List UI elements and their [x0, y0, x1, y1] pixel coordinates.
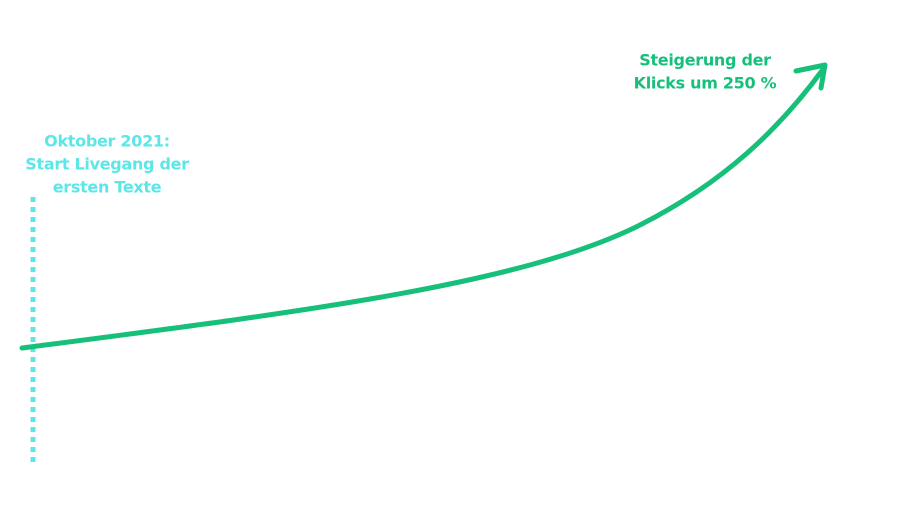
- end-label: Steigerung der: [639, 51, 771, 70]
- end-label: Klicks um 250 %: [634, 74, 777, 93]
- start-label: ersten Texte: [53, 178, 162, 197]
- growth-curve: [19, 65, 827, 351]
- start-label: Oktober 2021:: [44, 132, 170, 151]
- start-label: Start Livegang der: [25, 155, 189, 174]
- arrowhead: [793, 62, 828, 91]
